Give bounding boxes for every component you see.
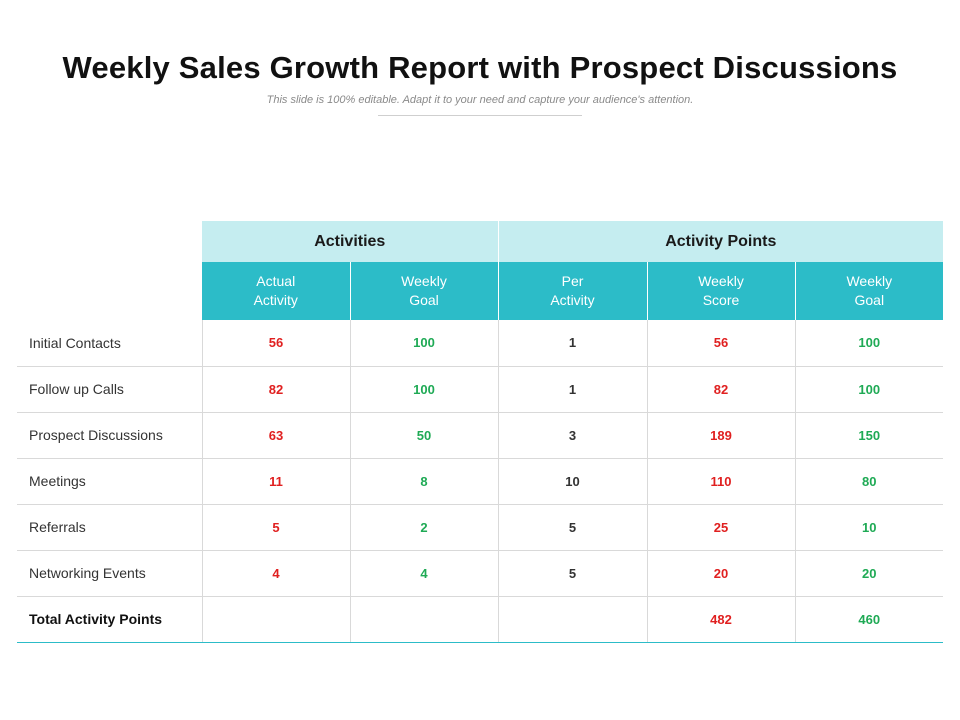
header-line: Actual	[256, 273, 296, 289]
group-header-activities: Activities	[202, 221, 499, 262]
table-row: Follow up Calls 82 100 1 82 100	[17, 366, 944, 413]
header-line: Goal	[854, 292, 885, 308]
header-line: Activity	[550, 292, 595, 308]
header-line: Weekly	[698, 273, 744, 289]
row-label: Follow up Calls	[17, 366, 202, 413]
table-row: Meetings 11 8 10 110 80	[17, 458, 944, 505]
corner-blank	[17, 221, 202, 262]
column-header-per-activity: Per Activity	[498, 262, 648, 320]
cell-per-activity: 5	[497, 504, 648, 551]
table-row: Initial Contacts 56 100 1 56 100	[17, 320, 944, 367]
header-line: Score	[702, 292, 740, 308]
column-header-weekly-score: Weekly Score	[647, 262, 796, 320]
cell-weekly-goal: 4	[349, 550, 499, 597]
header-line: Goal	[409, 292, 439, 308]
cell-weekly-goal: 100	[349, 320, 499, 367]
total-row: Total Activity Points 482 460	[17, 596, 944, 643]
cell-weekly-score: 110	[646, 458, 796, 505]
page-subtitle: This slide is 100% editable. Adapt it to…	[266, 94, 694, 106]
report-table: Activities Activity Points Actual Activit…	[17, 221, 944, 643]
cell-per-activity: 3	[497, 412, 648, 459]
cell-per-activity: 10	[497, 458, 648, 505]
cell-actual-activity: 56	[201, 320, 350, 367]
table-row: Networking Events 4 4 5 20 20	[17, 550, 944, 597]
title-divider	[378, 115, 582, 116]
cell-weekly-score: 25	[646, 504, 796, 551]
empty-cell	[349, 596, 499, 643]
column-header-weekly-goal: Weekly Goal	[350, 262, 499, 320]
cell-points-weekly-goal: 100	[794, 366, 944, 413]
cell-weekly-score: 82	[646, 366, 796, 413]
cell-weekly-goal: 100	[349, 366, 499, 413]
cell-weekly-goal: 2	[349, 504, 499, 551]
header-line: Weekly	[846, 273, 893, 289]
cell-weekly-score: 189	[646, 412, 796, 459]
row-label: Networking Events	[17, 550, 202, 597]
cell-actual-activity: 63	[201, 412, 350, 459]
column-header-row: Actual Activity Weekly Goal Per Activity We…	[17, 262, 944, 320]
cell-points-weekly-goal: 80	[794, 458, 944, 505]
cell-per-activity: 1	[497, 320, 648, 367]
cell-actual-activity: 5	[201, 504, 350, 551]
cell-weekly-goal: 8	[349, 458, 499, 505]
total-points-weekly-goal: 460	[794, 596, 944, 643]
header-line: Activity	[253, 292, 298, 308]
table-row: Prospect Discussions 63 50 3 189 150	[17, 412, 944, 459]
cell-points-weekly-goal: 10	[794, 504, 944, 551]
cell-per-activity: 5	[497, 550, 648, 597]
group-header-row: Activities Activity Points	[17, 221, 944, 262]
cell-points-weekly-goal: 20	[794, 550, 944, 597]
cell-weekly-score: 20	[646, 550, 796, 597]
header-line: Weekly	[401, 273, 447, 289]
cell-actual-activity: 4	[201, 550, 350, 597]
cell-actual-activity: 82	[201, 366, 350, 413]
cell-points-weekly-goal: 150	[794, 412, 944, 459]
row-label: Initial Contacts	[17, 320, 202, 367]
header-line: Per	[561, 273, 584, 289]
column-header-points-weekly-goal: Weekly Goal	[795, 262, 944, 320]
row-label: Meetings	[17, 458, 202, 505]
cell-weekly-score: 56	[646, 320, 796, 367]
empty-cell	[201, 596, 350, 643]
total-weekly-score: 482	[646, 596, 796, 643]
total-label: Total Activity Points	[17, 596, 202, 643]
empty-cell	[497, 596, 648, 643]
cell-points-weekly-goal: 100	[794, 320, 944, 367]
row-label: Prospect Discussions	[17, 412, 202, 459]
cell-actual-activity: 11	[201, 458, 350, 505]
cell-weekly-goal: 50	[349, 412, 499, 459]
column-header-actual-activity: Actual Activity	[202, 262, 351, 320]
group-header-activity-points: Activity Points	[498, 221, 944, 262]
row-label: Referrals	[17, 504, 202, 551]
page-title: Weekly Sales Growth Report with Prospect…	[62, 50, 898, 85]
corner-blank	[17, 262, 202, 320]
cell-per-activity: 1	[497, 366, 648, 413]
table-row: Referrals 5 2 5 25 10	[17, 504, 944, 551]
